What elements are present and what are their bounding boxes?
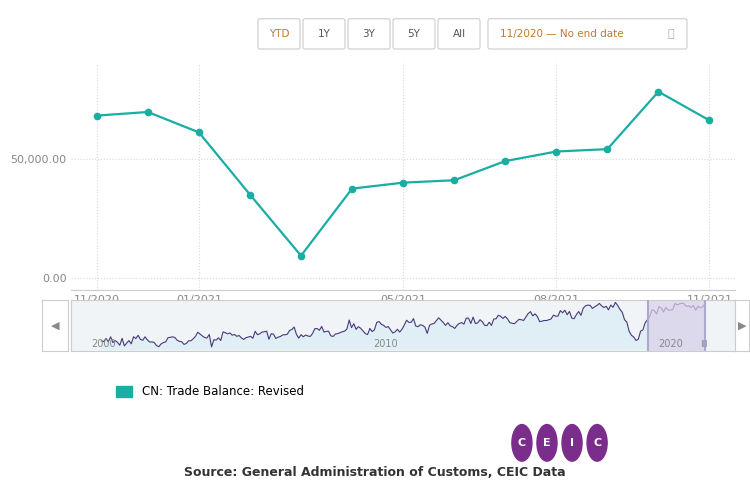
Text: ▶: ▶ [742, 320, 750, 331]
Text: E: E [543, 438, 550, 448]
Text: C: C [593, 438, 602, 448]
Text: I: I [570, 438, 574, 448]
Text: ▶: ▶ [737, 320, 746, 331]
Text: 2000: 2000 [92, 339, 116, 349]
Bar [647, 300, 705, 351]
Legend: CN: Trade Balance: Revised: CN: Trade Balance: Revised [111, 380, 308, 403]
Circle shape [562, 424, 582, 461]
Circle shape [537, 424, 557, 461]
Text: 1Y: 1Y [317, 29, 331, 39]
Text: 2010: 2010 [374, 339, 398, 349]
Text: ◀: ◀ [51, 320, 59, 331]
Text: ⧆: ⧆ [668, 29, 674, 39]
FancyBboxPatch shape [488, 19, 687, 49]
FancyBboxPatch shape [258, 19, 300, 49]
Text: Source: General Administration of Customs, CEIC Data: Source: General Administration of Custom… [184, 466, 566, 479]
Circle shape [512, 424, 532, 461]
Text: All: All [452, 29, 466, 39]
Text: III: III [700, 340, 707, 349]
Text: 5Y: 5Y [407, 29, 421, 39]
Text: YTD: YTD [268, 29, 290, 39]
Text: 2020: 2020 [658, 339, 683, 349]
Text: 3Y: 3Y [362, 29, 376, 39]
Text: 11/2020 — No end date: 11/2020 — No end date [500, 29, 624, 39]
FancyBboxPatch shape [348, 19, 390, 49]
Text: ◀: ◀ [55, 320, 64, 331]
Circle shape [587, 424, 608, 461]
FancyBboxPatch shape [438, 19, 480, 49]
Text: C: C [518, 438, 526, 448]
FancyBboxPatch shape [303, 19, 345, 49]
FancyBboxPatch shape [393, 19, 435, 49]
